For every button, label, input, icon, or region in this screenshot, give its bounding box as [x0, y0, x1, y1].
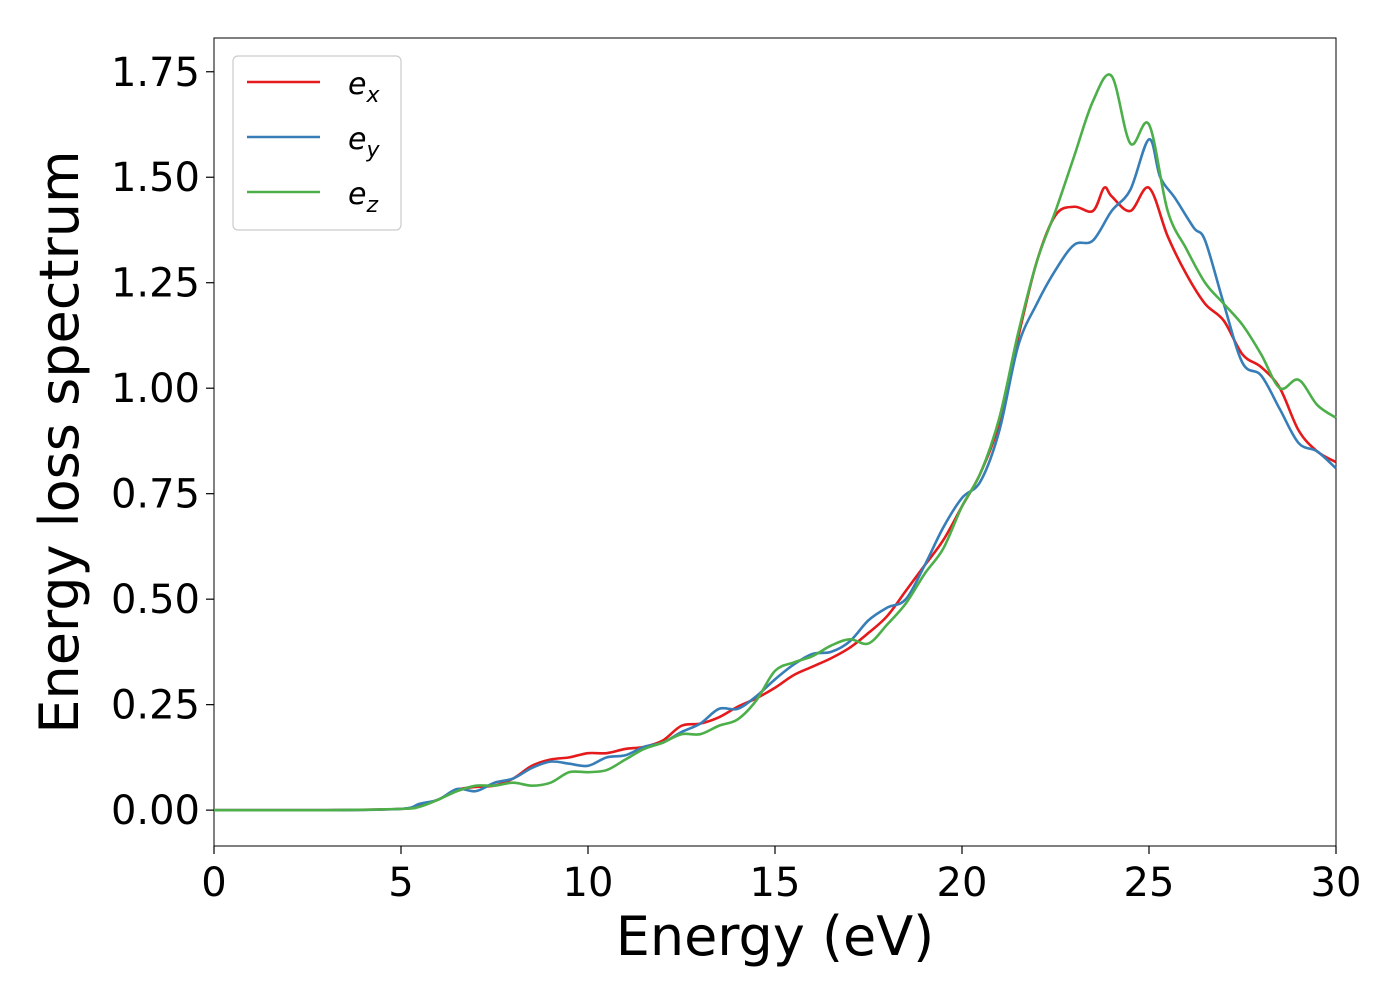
legend-box	[232, 55, 402, 231]
y-tick-label: 1.50	[111, 155, 200, 201]
y-axis-label: Energy loss spectrum	[28, 150, 91, 733]
x-tick-label: 0	[201, 860, 226, 906]
x-tick-label: 20	[937, 860, 988, 906]
x-axis: 0 5 10 15 20 25 30	[201, 846, 1361, 906]
y-tick-label: 1.25	[111, 261, 200, 307]
x-tick-label: 15	[750, 860, 801, 906]
series-line-e-z	[213, 73, 1337, 812]
y-tick-label: 1.00	[111, 366, 200, 412]
y-tick-label: 0.00	[111, 788, 200, 834]
x-tick-label: 5	[388, 860, 413, 906]
y-tick-label: 0.25	[111, 683, 200, 729]
y-tick-label: 0.50	[111, 577, 200, 623]
x-axis-label: Energy (eV)	[616, 905, 935, 968]
series-line-e-y	[213, 137, 1337, 812]
x-tick-label: 10	[563, 860, 614, 906]
x-tick-label: 30	[1311, 860, 1362, 906]
y-tick-label: 1.75	[111, 50, 200, 96]
y-tick-label: 0.75	[111, 472, 200, 518]
x-tick-label: 25	[1124, 860, 1175, 906]
series-line-e-x	[213, 185, 1337, 812]
y-axis: 0.00 0.25 0.50 0.75 1.00 1.25 1.50 1.75	[111, 50, 214, 834]
